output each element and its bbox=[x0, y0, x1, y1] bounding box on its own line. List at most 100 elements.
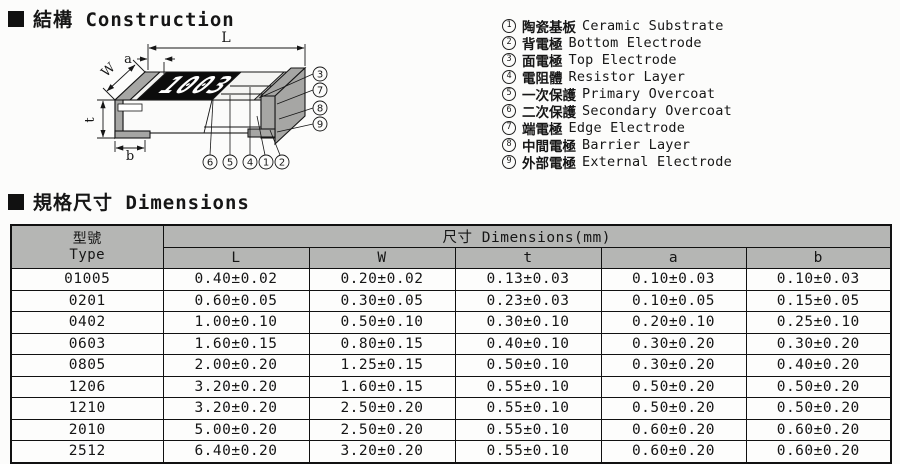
table-cell: 2.50±0.20 bbox=[308, 397, 456, 420]
callout-circle bbox=[274, 154, 290, 170]
legend-label-zh: 一次保護 bbox=[522, 87, 576, 104]
legend-item: 4 電阻體 Resistor Layer bbox=[502, 68, 732, 87]
table-cell: 0.10±0.03 bbox=[745, 268, 892, 291]
table-row: 0603 1.60±0.15 0.80±0.15 0.40±0.10 0.30±… bbox=[10, 332, 892, 355]
table-row: 2512 6.40±0.20 3.20±0.20 0.55±0.10 0.60±… bbox=[10, 440, 892, 463]
legend-label-zh: 端電極 bbox=[522, 121, 563, 138]
column-header-L: L bbox=[162, 247, 310, 269]
legend-number-badge: 7 bbox=[502, 120, 516, 135]
table-cell: 3.20±0.20 bbox=[308, 440, 456, 463]
table-row: 0402 1.00±0.10 0.50±0.10 0.30±0.10 0.20±… bbox=[10, 311, 892, 334]
section-title-en: Construction bbox=[85, 9, 235, 31]
table-cell: 0.30±0.10 bbox=[454, 311, 602, 334]
table-cell: 0.60±0.20 bbox=[600, 440, 747, 463]
table-cell: 1.60±0.15 bbox=[308, 375, 456, 398]
table-cell: 1.25±0.15 bbox=[308, 354, 456, 377]
table-cell: 0.10±0.05 bbox=[600, 289, 747, 312]
dim-label-W: W bbox=[99, 60, 119, 81]
column-header-type: 型號 Type bbox=[10, 224, 164, 269]
table-cell: 0.60±0.20 bbox=[745, 440, 892, 463]
table-cell: 0.25±0.10 bbox=[745, 311, 892, 334]
table-cell: 0.30±0.05 bbox=[308, 289, 456, 312]
dim-label-t: t bbox=[83, 117, 98, 123]
legend-item: 9 外部電極 External Electrode bbox=[502, 153, 732, 172]
table-cell: 0.13±0.03 bbox=[454, 268, 602, 291]
legend-number-badge: 3 bbox=[502, 52, 516, 67]
table-cell: 0.55±0.10 bbox=[454, 397, 602, 420]
table-cell: 0.50±0.10 bbox=[308, 311, 456, 334]
legend-number-badge: 5 bbox=[502, 86, 516, 101]
callout-leaders bbox=[209, 73, 314, 156]
table-cell: 0.80±0.15 bbox=[308, 332, 456, 355]
table-cell: 0.60±0.20 bbox=[600, 418, 747, 441]
legend-number-badge: 1 bbox=[502, 18, 516, 33]
legend-label-en: Top Electrode bbox=[568, 51, 677, 68]
section-title-zh: 結構 bbox=[33, 9, 74, 31]
table-cell: 1210 bbox=[10, 397, 164, 420]
table-cell: 0.30±0.20 bbox=[745, 332, 892, 355]
dimension-lines bbox=[97, 44, 306, 152]
table-cell: 0.40±0.10 bbox=[454, 332, 602, 355]
construction-diagram: 1003 L a W t b bbox=[80, 22, 510, 187]
legend-label-en: Primary Overcoat bbox=[582, 85, 716, 102]
callout-circle bbox=[312, 66, 328, 82]
table-cell: 1.00±0.10 bbox=[162, 311, 310, 334]
type-header-zh: 型號 bbox=[72, 230, 102, 247]
table-cell: 0.55±0.10 bbox=[454, 418, 602, 441]
cut-front-edge bbox=[203, 99, 213, 134]
legend-label-en: External Electrode bbox=[582, 153, 732, 170]
table-cell: 0.55±0.10 bbox=[454, 440, 602, 463]
column-header-dimensions: 尺寸 Dimensions(mm) bbox=[162, 224, 892, 248]
callout-circle bbox=[258, 154, 274, 170]
callout-number: 3 bbox=[317, 70, 323, 81]
callout-number: 2 bbox=[279, 158, 285, 169]
callout-number: 1 bbox=[263, 158, 269, 169]
table-cell: 0.20±0.10 bbox=[600, 311, 747, 334]
table-cell: 0.55±0.10 bbox=[454, 375, 602, 398]
callout-circle bbox=[242, 154, 258, 170]
table-row: 1210 3.20±0.20 2.50±0.20 0.55±0.10 0.50±… bbox=[10, 397, 892, 420]
table-cell: 0.15±0.05 bbox=[745, 289, 892, 312]
dim-label-a: a bbox=[124, 52, 132, 67]
section-title: 結構 Construction bbox=[33, 5, 235, 32]
legend-item: 7 端電極 Edge Electrode bbox=[502, 119, 732, 138]
table-subheader-row: L W t a b bbox=[11, 247, 892, 269]
construction-legend: 1 陶瓷基板 Ceramic Substrate 2 背電極 Bottom El… bbox=[502, 17, 732, 172]
column-header-b: b bbox=[745, 247, 892, 269]
legend-label-en: Bottom Electrode bbox=[568, 34, 702, 51]
table-row: 0201 0.60±0.05 0.30±0.05 0.23±0.03 0.10±… bbox=[10, 289, 892, 312]
table-cell: 3.20±0.20 bbox=[162, 375, 310, 398]
table-cell: 0603 bbox=[10, 332, 164, 355]
table-cell: 2.50±0.20 bbox=[308, 418, 456, 441]
table-cell: 0805 bbox=[10, 354, 164, 377]
legend-item: 2 背電極 Bottom Electrode bbox=[502, 34, 732, 53]
substrate-front-face bbox=[122, 99, 262, 134]
dim-label-b: b bbox=[126, 149, 134, 164]
table-cell: 3.20±0.20 bbox=[162, 397, 310, 420]
legend-item: 3 面電極 Top Electrode bbox=[502, 51, 732, 70]
table-cell: 0.50±0.10 bbox=[454, 354, 602, 377]
left-inner-notch bbox=[117, 103, 143, 112]
table-cell: 01005 bbox=[10, 268, 164, 291]
table-row: 2010 5.00±0.20 2.50±0.20 0.55±0.10 0.60±… bbox=[10, 418, 892, 441]
legend-label-zh: 電阻體 bbox=[522, 70, 563, 87]
legend-number-badge: 9 bbox=[502, 154, 516, 169]
table-cell: 0.50±0.20 bbox=[745, 397, 892, 420]
table-cell: 2512 bbox=[10, 440, 164, 463]
table-row: 0805 2.00±0.20 1.25±0.15 0.50±0.10 0.30±… bbox=[10, 354, 892, 377]
type-header-en: Type bbox=[69, 247, 106, 263]
table-cell: 0201 bbox=[10, 289, 164, 312]
callout-circle bbox=[202, 154, 218, 170]
callouts-bottom: 6 5 4 1 2 bbox=[202, 154, 290, 170]
column-header-t: t bbox=[454, 247, 602, 269]
table-cell: 2.00±0.20 bbox=[162, 354, 310, 377]
legend-number-badge: 2 bbox=[502, 35, 516, 50]
legend-label-en: Barrier Layer bbox=[582, 136, 691, 153]
legend-label-zh: 外部電極 bbox=[522, 155, 576, 172]
legend-number-badge: 4 bbox=[502, 69, 516, 84]
column-header-W: W bbox=[308, 247, 456, 269]
right-cap-front-face bbox=[260, 95, 276, 139]
section-marker-icon bbox=[8, 193, 24, 210]
legend-number-badge: 6 bbox=[502, 103, 516, 118]
table-cell: 0.30±0.20 bbox=[600, 332, 747, 355]
